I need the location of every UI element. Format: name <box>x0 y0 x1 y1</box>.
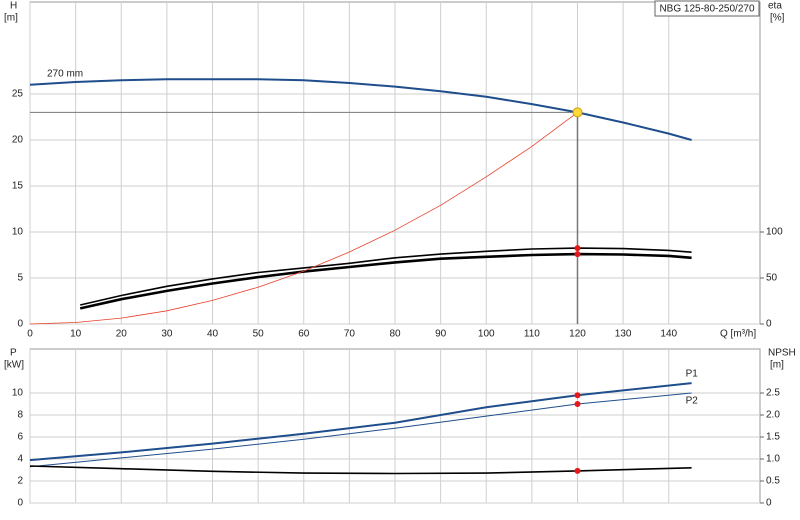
x-tick-label: 100 <box>478 329 495 340</box>
y-tick-label: 5 <box>17 273 23 284</box>
y2-tick-label: 50 <box>766 273 778 284</box>
x-tick-label: 10 <box>70 329 82 340</box>
x-tick-label: 30 <box>161 329 173 340</box>
duty-dot <box>574 401 581 407</box>
x-tick-label: 70 <box>344 329 356 340</box>
y2-axis-unit: [%] <box>770 13 785 24</box>
y2-axis-label: NPSH <box>768 348 796 359</box>
x-tick-label: 20 <box>116 329 128 340</box>
x-tick-label: 90 <box>435 329 447 340</box>
y2-tick-label: 0 <box>766 319 772 330</box>
x-tick-label: 40 <box>207 329 219 340</box>
curve <box>80 247 692 306</box>
y-axis-label: H <box>10 1 17 12</box>
x-tick-label: 120 <box>569 329 586 340</box>
y-axis-unit: [m] <box>4 13 18 24</box>
curve <box>29 382 692 462</box>
y-tick-label: 10 <box>12 388 24 399</box>
duty-dot <box>574 392 581 399</box>
y2-tick-label: 2.0 <box>766 410 780 421</box>
y2-tick-label: 0 <box>766 498 772 509</box>
duty-dot <box>574 245 581 252</box>
curve <box>29 392 692 468</box>
y-tick-label: 25 <box>12 89 24 100</box>
curve <box>29 465 692 475</box>
y-tick-label: 8 <box>17 410 23 421</box>
x-tick-label: 0 <box>27 329 33 340</box>
y-tick-label: 0 <box>17 498 23 509</box>
duty-dot <box>574 467 581 474</box>
curve <box>29 112 578 325</box>
y-tick-label: 6 <box>17 432 23 443</box>
y-tick-label: 20 <box>12 135 24 146</box>
chart-title: NBG 125-80-250/270 <box>659 4 755 15</box>
x-tick-label: 110 <box>524 329 540 340</box>
y-tick-label: 10 <box>12 227 24 238</box>
x-axis-label: Q [m³/h] <box>720 329 756 340</box>
x-tick-label: 60 <box>298 329 310 340</box>
x-tick-label: 130 <box>615 329 632 340</box>
y-axis-label: P <box>10 348 17 359</box>
y2-tick-label: 2.5 <box>766 388 780 399</box>
y-axis-unit: [kW] <box>4 360 24 371</box>
y2-tick-label: 1.5 <box>766 432 780 443</box>
curve <box>29 78 692 141</box>
x-tick-label: 50 <box>253 329 265 340</box>
y2-tick-label: 0.5 <box>766 476 780 487</box>
title-box <box>654 0 760 17</box>
curve-label: P2 <box>686 396 699 407</box>
y-tick-label: 4 <box>17 454 23 465</box>
curve <box>79 252 692 310</box>
y2-axis-unit: [m] <box>770 360 784 371</box>
curve-label: P1 <box>686 369 699 380</box>
duty-point <box>572 107 583 118</box>
y2-tick-label: 1.0 <box>766 454 780 465</box>
x-tick-label: 80 <box>389 329 401 340</box>
y-tick-label: 15 <box>12 181 24 192</box>
y-tick-label: 2 <box>17 476 23 487</box>
curve-label: 270 mm <box>47 68 83 79</box>
duty-dot <box>574 251 581 258</box>
x-tick-label: 140 <box>660 329 677 340</box>
y-tick-label: 0 <box>17 319 23 330</box>
y2-axis-label: eta <box>768 1 782 12</box>
y2-tick-label: 100 <box>766 227 783 238</box>
